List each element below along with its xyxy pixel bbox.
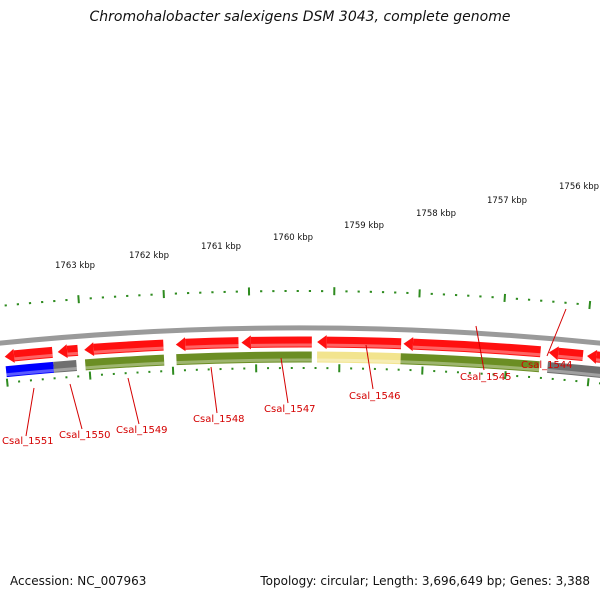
locus-label-text: Csal_1545 xyxy=(460,372,512,383)
reverse-gene-7[interactable] xyxy=(547,361,600,378)
leader-line xyxy=(25,387,35,437)
tick-mark xyxy=(88,371,92,380)
forward-gene-2[interactable] xyxy=(57,344,79,359)
locus-label[interactable]: Csal_1546 xyxy=(349,344,401,402)
forward-strand-track xyxy=(4,335,600,364)
locus-label-text: Csal_1544 xyxy=(521,360,573,371)
kbp-label-group: 1763 kbp 1762 kbp 1761 kbp 1760 kbp 1759 kbp… xyxy=(55,182,599,271)
locus-label[interactable]: Csal_1545 xyxy=(460,325,512,383)
locus-label-group: Csal_1551 Csal_1550 Csal_1549 Csal_1548 Csal… xyxy=(2,308,573,447)
accession-text: Accession: NC_007963 xyxy=(10,574,147,588)
tick-mark xyxy=(77,295,80,304)
tick-mark xyxy=(588,300,592,310)
locus-label-text: Csal_1546 xyxy=(349,391,401,402)
leader-line xyxy=(546,308,567,357)
forward-gene-7[interactable] xyxy=(403,337,541,358)
tick-mark xyxy=(5,378,9,387)
locus-label[interactable]: Csal_1549 xyxy=(116,377,168,436)
reverse-gene-3[interactable] xyxy=(84,354,165,371)
tick-mark xyxy=(504,371,507,380)
reverse-gene-5[interactable] xyxy=(317,351,401,365)
locus-label[interactable]: Csal_1550 xyxy=(59,383,111,441)
outer-tick-track xyxy=(4,287,592,310)
reverse-gene-4[interactable] xyxy=(176,351,312,366)
kbp-label: 1756 kbp xyxy=(559,182,599,192)
locus-label-text: Csal_1549 xyxy=(116,425,168,436)
forward-gene-4[interactable] xyxy=(175,337,239,352)
reverse-gene-2[interactable] xyxy=(53,360,77,373)
locus-label[interactable]: Csal_1551 xyxy=(2,387,54,447)
forward-gene-8[interactable] xyxy=(548,346,584,362)
map-title: Chromohalobacter salexigens DSM 3043, co… xyxy=(89,9,511,25)
locus-label[interactable]: Csal_1547 xyxy=(264,357,316,415)
reverse-strand-track xyxy=(5,351,600,378)
forward-gene-3[interactable] xyxy=(84,339,164,357)
reverse-gene-6[interactable] xyxy=(400,353,540,373)
reverse-gene-1[interactable] xyxy=(5,361,55,378)
leader-line xyxy=(280,357,289,404)
locus-label-text: Csal_1551 xyxy=(2,436,54,447)
forward-gene-5[interactable] xyxy=(241,335,312,350)
tick-mark xyxy=(586,378,590,387)
kbp-label: 1761 kbp xyxy=(201,242,241,252)
tick-mark xyxy=(503,293,507,303)
leader-line xyxy=(475,325,485,371)
locus-label[interactable]: Csal_1544 xyxy=(521,308,573,371)
leader-line xyxy=(127,377,140,425)
forward-gene-9[interactable] xyxy=(587,349,600,364)
leader-line xyxy=(210,366,218,414)
kbp-label: 1760 kbp xyxy=(273,233,313,243)
forward-gene-6[interactable] xyxy=(317,335,402,350)
kbp-label: 1762 kbp xyxy=(129,251,169,261)
locus-label-text: Csal_1548 xyxy=(193,414,245,425)
genome-backbone xyxy=(0,325,600,346)
locus-label-text: Csal_1547 xyxy=(264,404,316,415)
leader-line xyxy=(365,344,374,390)
kbp-label: 1758 kbp xyxy=(416,209,456,219)
kbp-label: 1757 kbp xyxy=(487,196,527,206)
forward-gene-1[interactable] xyxy=(4,346,53,363)
locus-label-text: Csal_1550 xyxy=(59,430,111,441)
locus-label[interactable]: Csal_1548 xyxy=(193,366,245,425)
genome-summary-text: Topology: circular; Length: 3,696,649 bp… xyxy=(260,574,590,588)
kbp-label: 1763 kbp xyxy=(55,261,95,271)
leader-line xyxy=(69,383,83,430)
kbp-label: 1759 kbp xyxy=(344,221,384,231)
